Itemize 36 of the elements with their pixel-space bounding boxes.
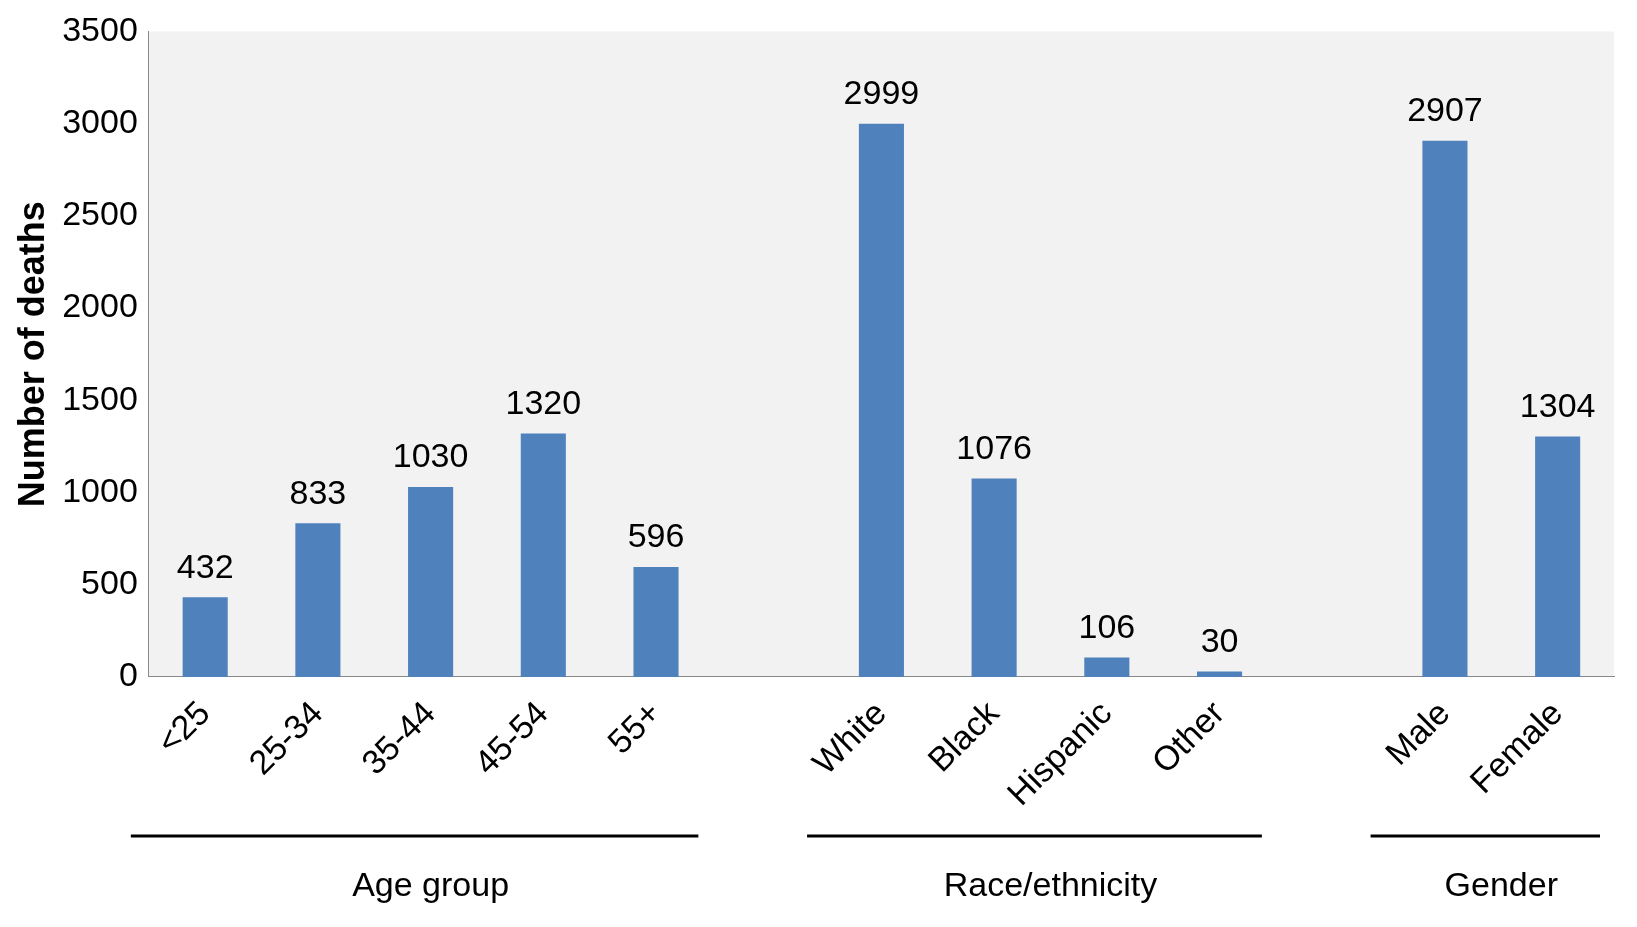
x-tick-label: 55+ (599, 693, 668, 761)
data-label: 432 (176, 546, 234, 585)
data-label: 1304 (1519, 385, 1596, 424)
y-tick-label: 1000 (62, 470, 138, 509)
bar (1535, 436, 1581, 677)
data-label: 1320 (505, 382, 582, 421)
bar (295, 523, 341, 677)
bar (1196, 671, 1243, 677)
data-label: 2907 (1407, 90, 1483, 129)
data-label: 2999 (843, 73, 920, 112)
bar (408, 486, 454, 677)
y-tick-label: 3000 (62, 102, 138, 140)
y-axis-title: Number of deaths (10, 201, 52, 508)
data-label: 1076 (956, 427, 1032, 466)
bar (971, 478, 1017, 677)
y-tick-label: 2500 (62, 194, 138, 233)
x-tick-label: <25 (149, 693, 217, 761)
text: Race/ethnicity (943, 865, 1158, 904)
data-label: 1030 (392, 436, 469, 475)
bar (520, 433, 566, 677)
data-label: 833 (289, 472, 347, 511)
y-tick-label: 0 (118, 655, 138, 694)
data-label: 596 (627, 516, 685, 555)
y-tick-label: 1500 (62, 378, 138, 417)
bar (1422, 140, 1468, 677)
bar (1084, 657, 1130, 677)
text: Age group (352, 865, 510, 904)
data-label: 30 (1200, 620, 1239, 659)
bar (633, 567, 679, 677)
text: Gender (1444, 865, 1558, 904)
bar (858, 123, 904, 677)
data-label: 106 (1078, 606, 1136, 645)
bar (182, 597, 228, 677)
y-tick-label: 500 (81, 563, 138, 602)
y-tick-label: 2000 (62, 286, 138, 325)
y-tick-label: 3500 (62, 9, 138, 48)
